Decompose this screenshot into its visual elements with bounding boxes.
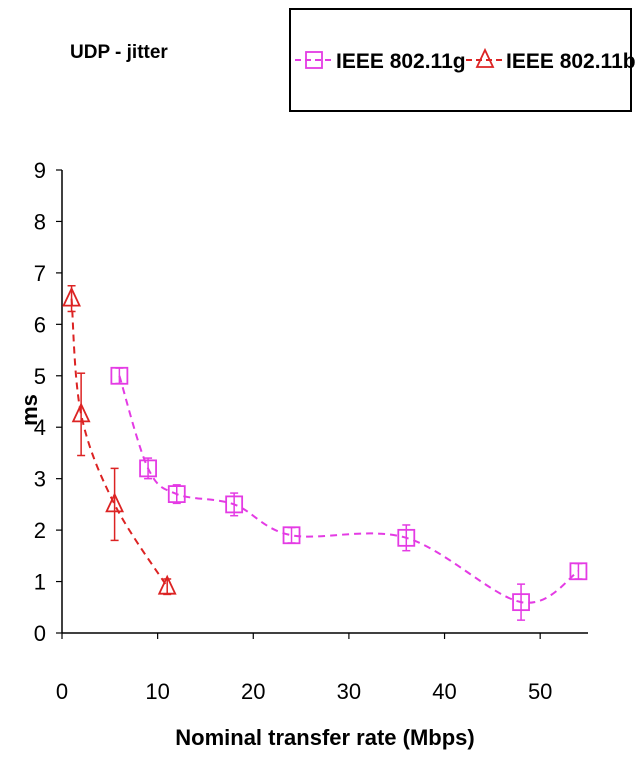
data-point [139,459,157,478]
legend-label: IEEE 802.11g [336,50,466,73]
data-point [569,562,588,581]
legend [289,8,632,112]
y-tick-label: 3 [34,467,46,492]
y-tick-label: 5 [34,364,46,389]
x-tick-label: 50 [528,679,552,704]
legend-swatch-marker [305,51,323,69]
y-tick-label: 7 [34,261,46,286]
data-point [167,485,186,504]
y-tick-label: 2 [34,518,46,543]
x-tick-label: 30 [337,679,361,704]
data-point [71,402,91,423]
legend-label: IEEE 802.11b [506,50,636,73]
y-tick-label: 9 [34,158,46,183]
series-line-1 [70,298,169,588]
y-tick-label: 0 [34,621,46,646]
data-point [512,593,530,612]
data-point [282,526,301,545]
chart-title: UDP - jitter [70,42,168,63]
y-tick-label: 8 [34,209,46,234]
y-axis-label: ms [17,394,42,426]
y-tick-label: 6 [34,312,46,337]
data-point [62,286,81,307]
legend-swatch-marker [475,47,495,68]
x-tick-label: 0 [56,679,68,704]
data-point [110,366,129,385]
data-point [157,574,177,595]
x-axis-label: Nominal transfer rate (Mbps) [175,725,475,750]
series-line-0 [118,375,579,604]
y-tick-label: 4 [34,415,46,440]
x-tick-label: 40 [432,679,456,704]
x-tick-label: 20 [241,679,265,704]
y-tick-label: 1 [34,570,46,595]
data-point [397,528,416,547]
x-tick-label: 10 [145,679,169,704]
data-point [105,492,125,513]
data-point [225,495,244,514]
